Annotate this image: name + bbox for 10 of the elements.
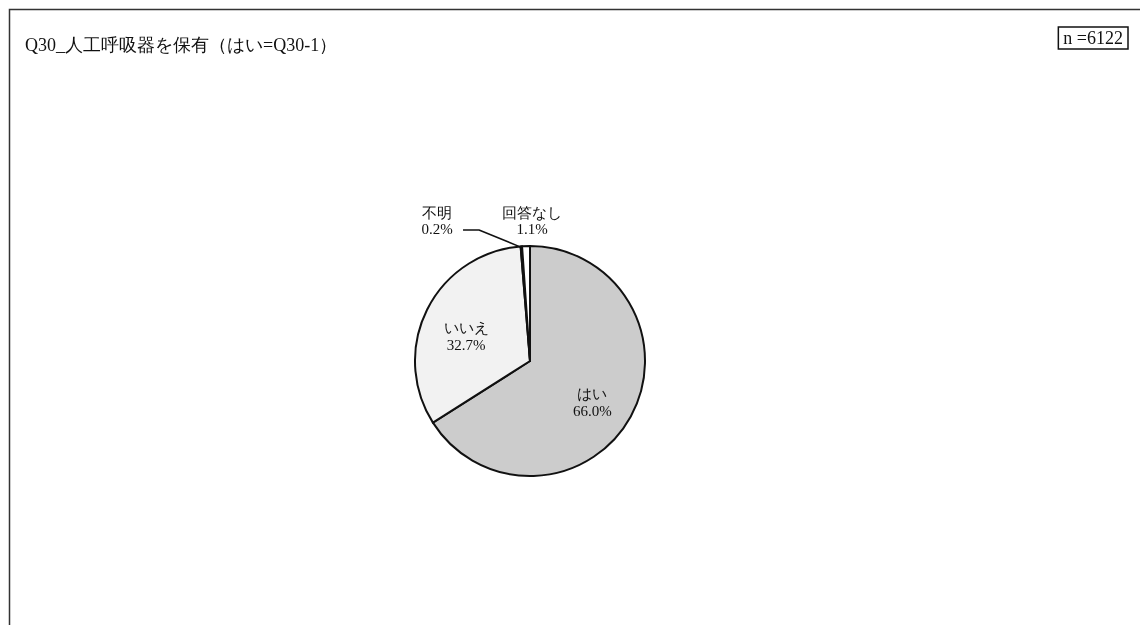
text: n =6122 [1063,28,1123,48]
slice-label: はい [577,386,608,403]
data-label: 66.0% [573,403,612,420]
slice-label: 不明 [422,205,453,221]
data-label: 0.2% [421,221,453,237]
slice-label: 回答なし [502,205,563,221]
data-label: 1.1% [516,221,548,237]
text: Q30_人工呼吸器を保有（はい=Q30-1） [25,35,338,55]
data-label: 32.7% [446,337,486,354]
slice-label: いいえ [443,320,489,337]
